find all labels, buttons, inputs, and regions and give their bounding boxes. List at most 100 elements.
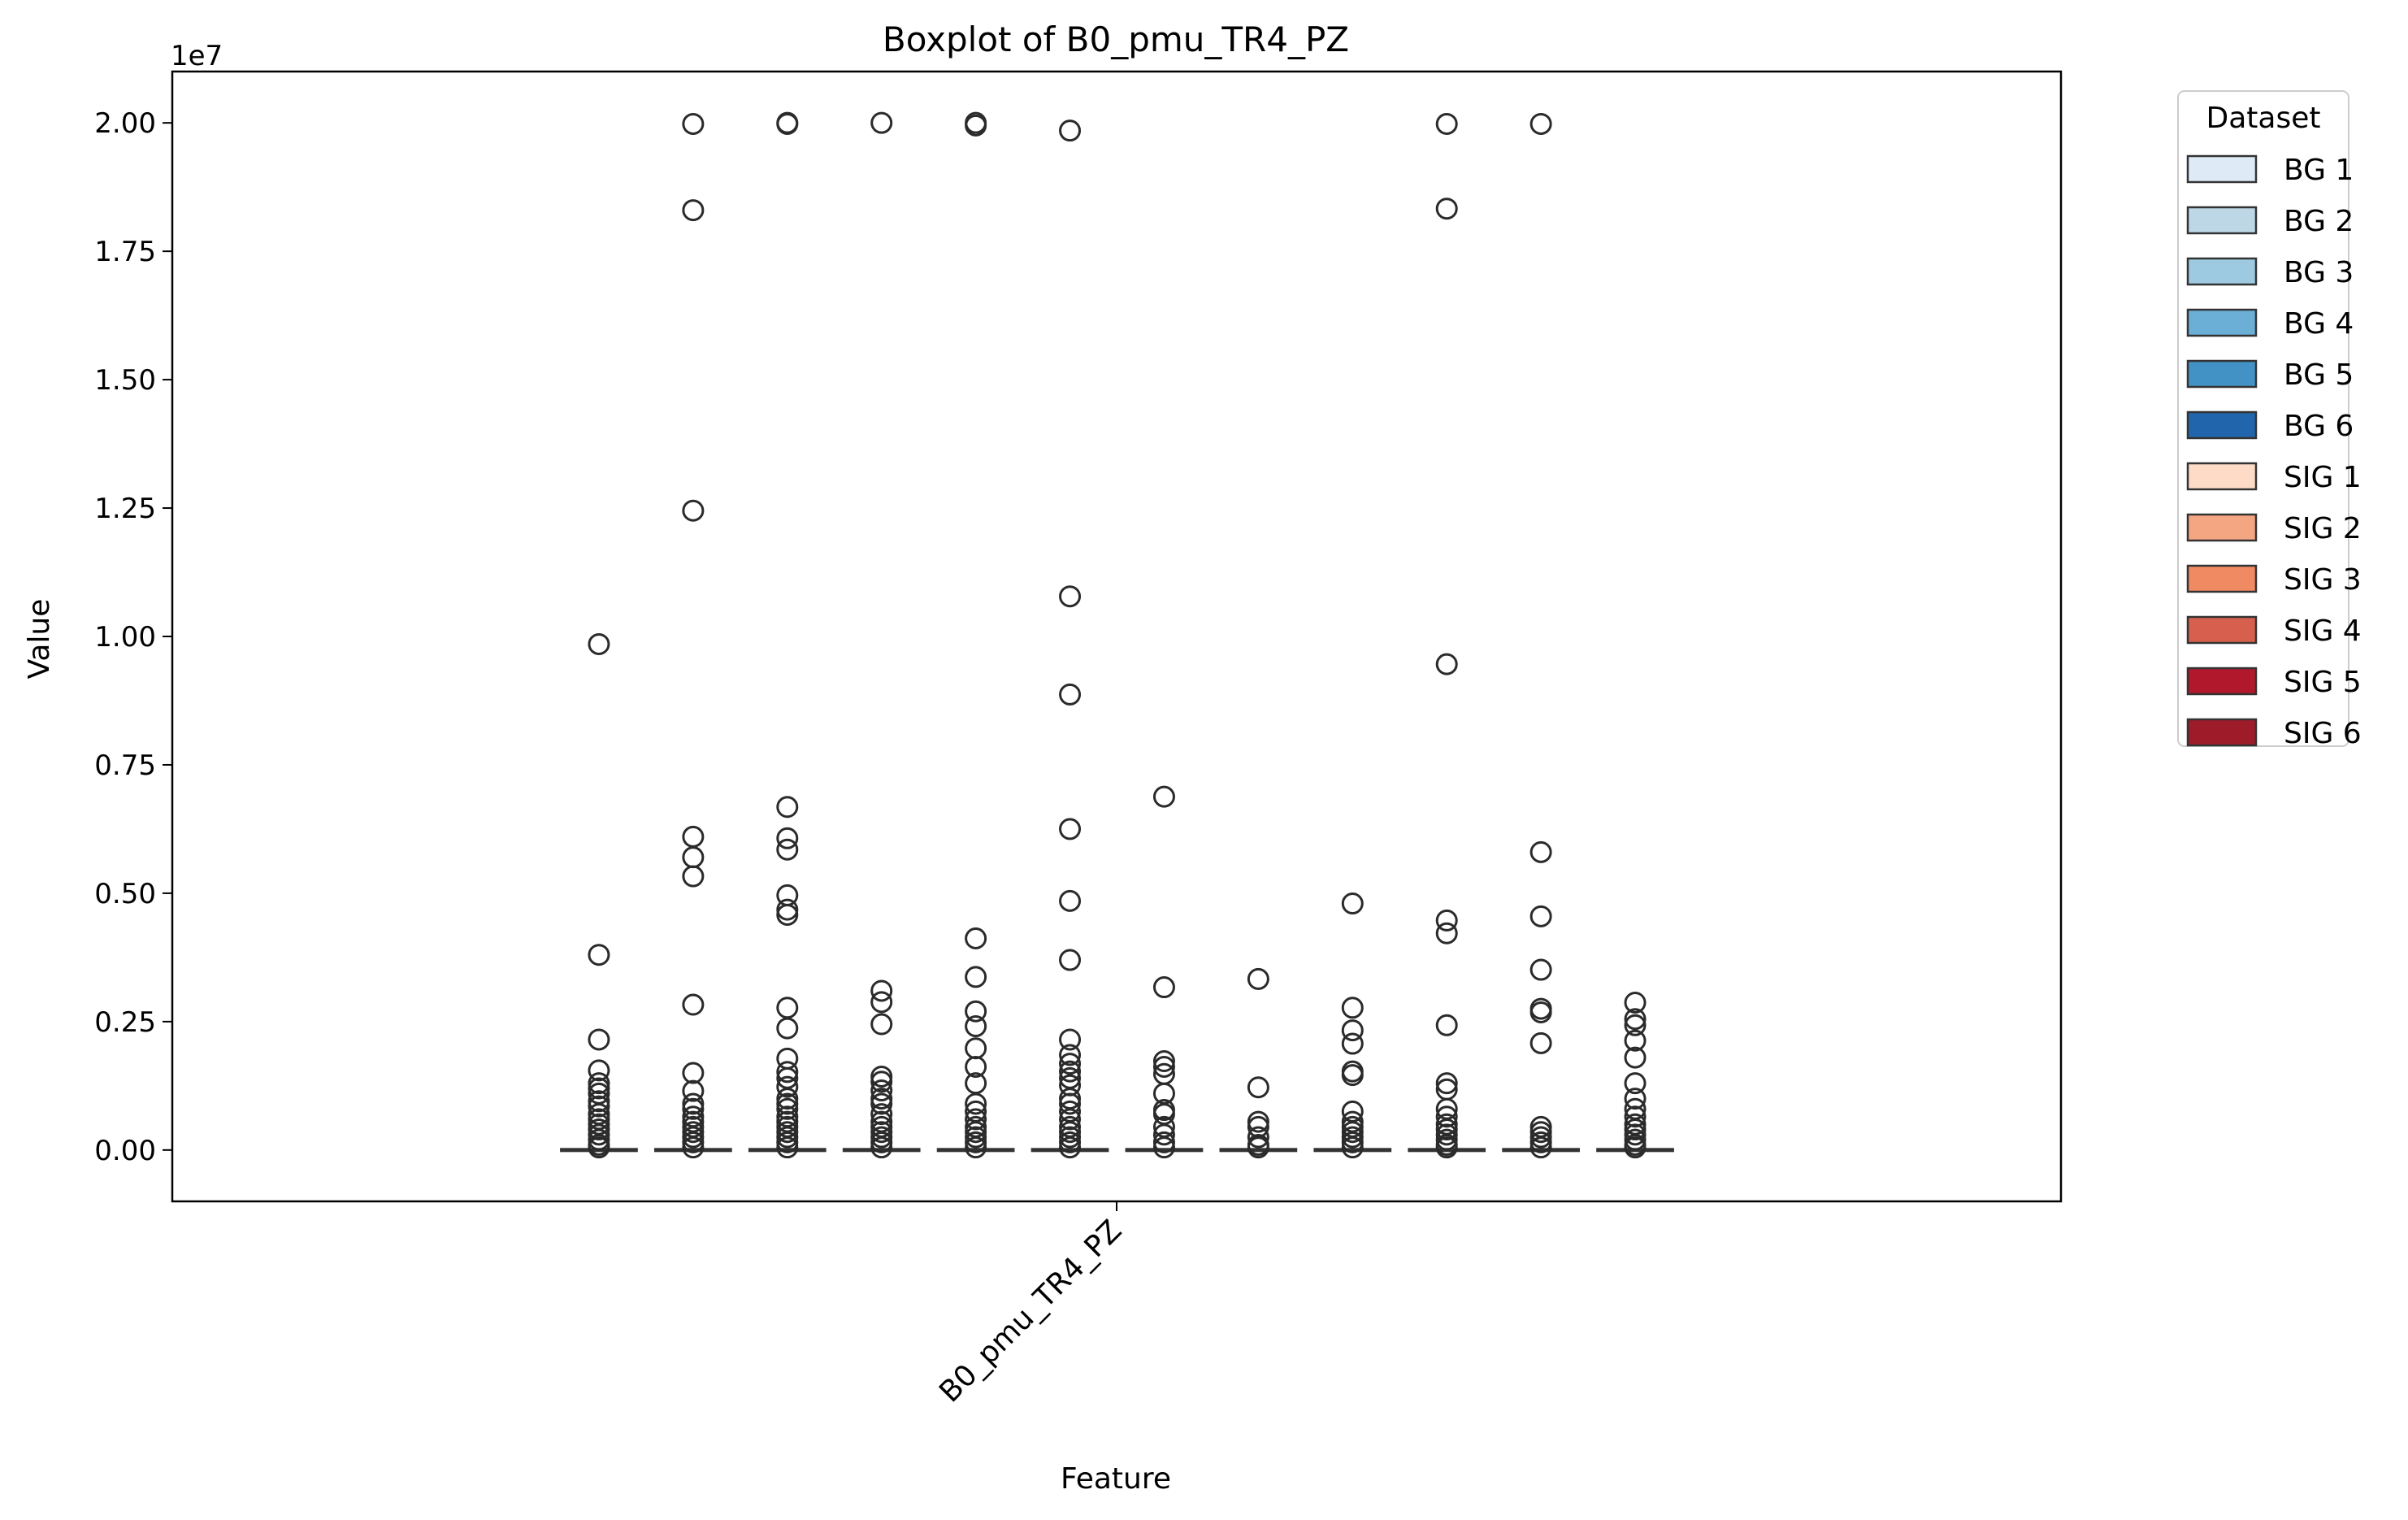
outlier-point [776, 1126, 799, 1149]
outlier-point [1247, 967, 1269, 990]
outlier-point [1529, 1136, 1552, 1159]
legend-swatch [2186, 513, 2258, 542]
outlier-point [1059, 818, 1082, 840]
legend-label: SIG 4 [2284, 615, 2362, 648]
outlier-point [1059, 949, 1082, 971]
outlier-point [1435, 653, 1458, 675]
outlier-point [776, 898, 799, 921]
outlier-point [870, 1131, 893, 1153]
legend-item: SIG 1 [2186, 461, 2362, 494]
outlier-point [682, 112, 705, 135]
outlier-point [1247, 1076, 1269, 1099]
outlier-point [1624, 991, 1647, 1014]
outlier-point [1529, 840, 1552, 863]
y-tick-label: 0.25 [94, 1006, 156, 1039]
legend-label: SIG 1 [2284, 461, 2362, 494]
box-series-bg-6 [1030, 119, 1109, 1159]
outlier-point [965, 1121, 987, 1144]
legend-swatch [2186, 359, 2258, 389]
outlier-point [1529, 1031, 1552, 1054]
outlier-point [1435, 909, 1458, 932]
outlier-point [1059, 119, 1082, 142]
legend-item: SIG 6 [2186, 717, 2362, 750]
legend-item: BG 3 [2186, 256, 2354, 289]
legend-swatch [2186, 410, 2258, 440]
outlier-point [588, 1090, 610, 1113]
outlier-point [1341, 1032, 1364, 1055]
box-series-bg-5 [936, 111, 1015, 1159]
outlier-point [1341, 1131, 1364, 1153]
outlier-point [588, 632, 610, 655]
outlier-point [1624, 1105, 1647, 1128]
legend-swatch [2186, 615, 2258, 645]
outlier-point [1059, 1108, 1082, 1131]
outlier-point [588, 1077, 610, 1100]
outlier-point [1247, 1110, 1269, 1133]
outlier-point [776, 903, 799, 926]
outlier-point [1341, 1064, 1364, 1087]
outlier-point [1059, 1126, 1082, 1149]
outlier-point [776, 1075, 799, 1098]
legend-swatch [2186, 564, 2258, 593]
outlier-point [682, 1079, 705, 1102]
legend-label: SIG 6 [2284, 717, 2362, 750]
outlier-point [1059, 1060, 1082, 1083]
outlier-point [1152, 1136, 1175, 1159]
outlier-point [965, 1015, 987, 1038]
outlier-point [682, 993, 705, 1016]
box-series-sig-4 [1408, 112, 1486, 1159]
y-axis-label: Value [23, 599, 56, 680]
box-series-sig-3 [1313, 892, 1392, 1159]
outlier-point [1435, 1014, 1458, 1036]
outlier-point [588, 1136, 610, 1159]
outlier-point [682, 499, 705, 522]
outlier-point [776, 1061, 799, 1084]
outlier-point [1624, 1046, 1647, 1069]
outlier-point [870, 1065, 893, 1088]
legend-swatch [2186, 257, 2258, 286]
outlier-point [965, 1000, 987, 1023]
legend-item: BG 6 [2186, 410, 2354, 443]
legend-item: SIG 5 [2186, 666, 2362, 699]
outlier-point [965, 1136, 987, 1159]
legend-swatch [2186, 718, 2258, 747]
outlier-point [1529, 905, 1552, 927]
y-tick-label: 0.50 [94, 878, 156, 910]
legend-item: BG 2 [2186, 205, 2354, 238]
outlier-point [1152, 1123, 1175, 1146]
outlier-point [1529, 958, 1552, 981]
box-series-sig-2 [1219, 967, 1298, 1159]
outlier-point [1435, 1105, 1458, 1128]
outlier-point [1059, 889, 1082, 912]
outlier-point [965, 966, 987, 988]
outlier-point [1529, 1121, 1552, 1144]
legend-swatch [2186, 462, 2258, 491]
outlier-point [1435, 112, 1458, 135]
outlier-point [682, 199, 705, 222]
outlier-point [870, 1136, 893, 1159]
outlier-point [870, 1088, 893, 1110]
outlier-point [1435, 1128, 1458, 1151]
outlier-point [588, 1123, 610, 1146]
outlier-point [776, 827, 799, 849]
box-series-sig-6 [1596, 991, 1674, 1159]
outlier-point [1059, 585, 1082, 608]
outlier-point [1435, 1118, 1458, 1141]
legend-swatch [2186, 667, 2258, 696]
legend-swatch [2186, 206, 2258, 235]
legend-item: SIG 3 [2186, 563, 2362, 597]
chart-title: Boxplot of B0_pmu_TR4_PZ [883, 20, 1349, 59]
legend-label: SIG 3 [2284, 563, 2362, 597]
outlier-point [870, 991, 893, 1014]
outlier-point [1059, 1121, 1082, 1144]
outlier-point [1529, 112, 1552, 135]
outlier-point [870, 111, 893, 134]
outlier-point [1059, 1053, 1082, 1075]
outlier-point [1435, 922, 1458, 945]
y-tick-label: 0.00 [94, 1135, 156, 1167]
y-tick-label: 1.75 [94, 236, 156, 268]
legend-label: BG 6 [2284, 410, 2354, 443]
outlier-point [1152, 785, 1175, 808]
outlier-point [588, 1059, 610, 1082]
